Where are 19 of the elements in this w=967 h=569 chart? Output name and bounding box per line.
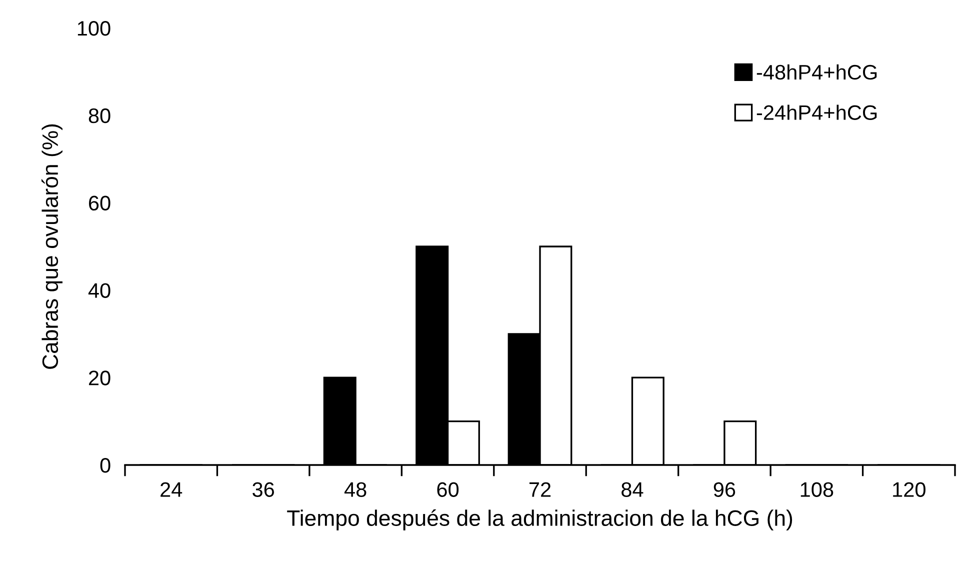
- y-tick-label: 40: [88, 283, 110, 298]
- x-tick-label: 84: [622, 482, 644, 497]
- y-tick-label: 80: [88, 108, 110, 124]
- legend-label: -24hP4+hCG: [756, 104, 877, 120]
- x-axis-title: Tiempo después de la administracion de la hCG (h): [287, 509, 792, 530]
- y-tick-label: 0: [100, 458, 110, 473]
- x-tick-label: 96: [714, 482, 736, 497]
- y-tick-label: 20: [88, 370, 110, 386]
- x-tick-label: 60: [437, 482, 459, 497]
- x-tick-label: 24: [160, 482, 182, 497]
- x-tick-label: 36: [252, 482, 274, 497]
- x-tick-label: 108: [800, 482, 834, 497]
- y-tick-label: 60: [89, 196, 110, 211]
- y-axis-title: Cabras que ovularón (%): [41, 124, 62, 369]
- legend-label: -48hP4+hCG: [756, 64, 877, 80]
- y-tick-label: 100: [78, 21, 110, 36]
- x-tick-label: 48: [344, 482, 366, 497]
- x-tick-label: 120: [893, 482, 926, 497]
- x-tick-label: 72: [529, 482, 551, 497]
